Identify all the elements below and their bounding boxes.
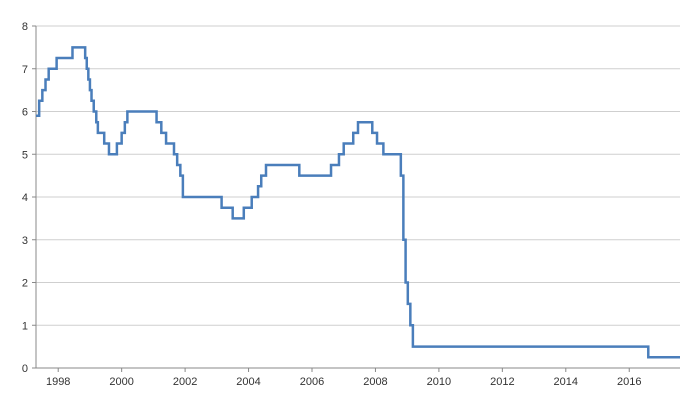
y-tick-label-1: 1 — [22, 320, 28, 332]
axes — [32, 25, 680, 372]
x-tick-label-2014: 2014 — [554, 376, 578, 388]
y-tick-label-8: 8 — [22, 21, 28, 33]
x-tick-labels: 1998 2000 2002 2004 2006 2008 2010 2012 2014 2016 — [46, 376, 642, 388]
y-tick-label-2: 2 — [22, 278, 28, 290]
gridlines — [36, 25, 680, 326]
series-group — [36, 46, 680, 359]
y-tick-label-0: 0 — [22, 363, 28, 375]
x-tick-label-2006: 2006 — [300, 376, 324, 388]
x-tick-label-2008: 2008 — [363, 376, 387, 388]
x-tick-label-2000: 2000 — [109, 376, 133, 388]
y-tick-label-5: 5 — [22, 149, 28, 161]
x-tick-label-2012: 2012 — [490, 376, 514, 388]
x-tick-label-2016: 2016 — [617, 376, 641, 388]
x-tick-label-2010: 2010 — [427, 376, 451, 388]
x-tick-label-1998: 1998 — [46, 376, 70, 388]
y-tick-label-7: 7 — [22, 64, 28, 76]
x-tick-label-2004: 2004 — [236, 376, 260, 388]
y-tick-label-3: 3 — [22, 235, 28, 247]
y-tick-labels: 0 1 2 3 4 5 6 7 8 — [22, 21, 28, 375]
y-tick-label-6: 6 — [22, 107, 28, 119]
series-line-0 — [36, 46, 680, 359]
x-tick-label-2002: 2002 — [173, 376, 197, 388]
y-tick-label-4: 4 — [22, 192, 28, 204]
